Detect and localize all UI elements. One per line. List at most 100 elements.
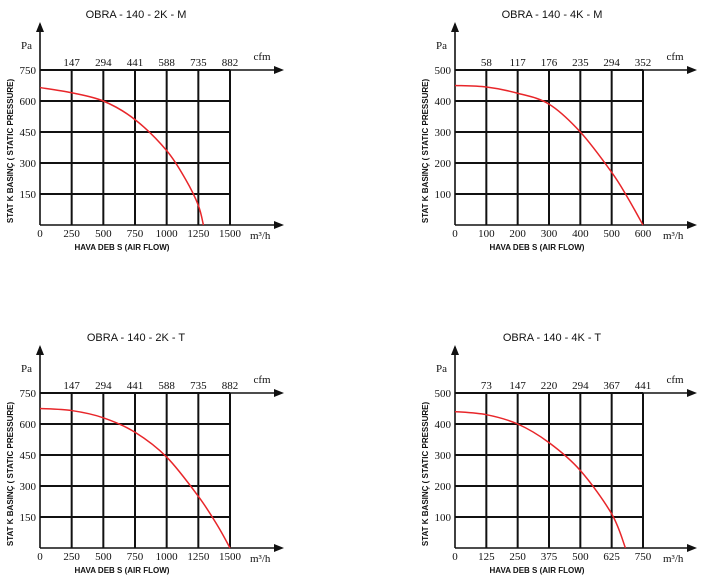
cfm-tick-label: 735 (190, 380, 207, 392)
y-unit-label: Pa (21, 40, 32, 52)
y-tick-label: 450 (20, 450, 37, 462)
cfm-tick-label: 735 (190, 57, 207, 69)
cfm-tick-label: 882 (222, 380, 239, 392)
y-axis-arrow-icon (36, 345, 44, 355)
x-tick-label: 600 (635, 228, 652, 240)
x-tick-label: 250 (509, 551, 526, 563)
x-axis-arrow-icon (274, 221, 284, 229)
y-axis-title: STAT K BASINÇ ( STATIC PRESSURE) (6, 402, 15, 547)
y-tick-label: 750 (20, 65, 37, 77)
x-axis-title: HAVA DEB S (AIR FLOW) (75, 566, 170, 575)
x-tick-label: 1000 (156, 551, 179, 563)
y-tick-label: 150 (20, 512, 37, 524)
x-axis-arrow-icon (687, 221, 697, 229)
cfm-tick-label: 294 (95, 57, 112, 69)
chart-panel-1: OBRA - 140 - 2K - M Pa 150 300 450 600 750 0 250… (6, 9, 284, 252)
y-unit-label: Pa (436, 40, 447, 52)
cfm-tick-label: 147 (63, 380, 80, 392)
x-tick-label: 750 (635, 551, 652, 563)
chart-title: OBRA - 140 - 2K - T (87, 332, 186, 344)
chart-title: OBRA - 140 - 4K - M (502, 9, 603, 21)
chart-title: OBRA - 140 - 2K - M (86, 9, 187, 21)
x-unit-label: m³/h (250, 230, 271, 242)
x-tick-label: 0 (37, 551, 43, 563)
x-tick-label: 250 (63, 551, 80, 563)
y-unit-label: Pa (436, 363, 447, 375)
x-tick-label: 100 (478, 228, 495, 240)
performance-curve-series-1 (454, 410, 627, 549)
cfm-tick-label: 73 (481, 380, 493, 392)
x-tick-label: 0 (37, 228, 43, 240)
y-tick-label: 200 (435, 481, 452, 493)
x-tick-label: 1500 (219, 228, 242, 240)
cfm-tick-label: 235 (572, 57, 589, 69)
performance-curve-series-1 (39, 407, 231, 549)
cfm-tick-label: 367 (603, 380, 620, 392)
cfm-tick-label: 882 (222, 57, 239, 69)
x-axis-title: HAVA DEB S (AIR FLOW) (490, 566, 585, 575)
y-axis-title: STAT K BASINÇ ( STATIC PRESSURE) (421, 79, 430, 224)
y-tick-label: 750 (20, 388, 37, 400)
chart-panel-3: OBRA - 140 - 2K - T Pa 150 300 450 600 750 0 250… (6, 332, 284, 575)
x-tick-label: 200 (509, 228, 526, 240)
cfm-tick-label: 294 (572, 380, 589, 392)
y-tick-label: 100 (435, 512, 452, 524)
y-tick-label: 450 (20, 127, 37, 139)
cfm-tick-label: 588 (158, 57, 175, 69)
y-tick-label: 300 (20, 158, 37, 170)
y-tick-label: 300 (435, 450, 452, 462)
x-axis-arrow-icon (687, 544, 697, 552)
chart-panel-2: OBRA - 140 - 4K - M Pa 100 200 300 400 500 0 100… (421, 9, 697, 252)
y-axis-arrow-icon (451, 345, 459, 355)
cfm-tick-label: 441 (127, 380, 144, 392)
y-tick-label: 150 (20, 189, 37, 201)
x-tick-label: 500 (95, 551, 112, 563)
y-tick-label: 300 (435, 127, 452, 139)
x-axis-title: HAVA DEB S (AIR FLOW) (75, 243, 170, 252)
cfm-tick-label: 58 (481, 57, 493, 69)
x-axis-title: HAVA DEB S (AIR FLOW) (490, 243, 585, 252)
x-tick-label: 1000 (156, 228, 179, 240)
y-tick-label: 600 (20, 419, 37, 431)
y-tick-label: 400 (435, 96, 452, 108)
cfm-tick-label: 352 (635, 57, 652, 69)
x-tick-label: 0 (452, 228, 458, 240)
x-tick-label: 125 (478, 551, 495, 563)
x-tick-label: 250 (63, 228, 80, 240)
cfm-axis-arrow-icon (687, 389, 697, 397)
x-axis-arrow-icon (274, 544, 284, 552)
y-tick-label: 300 (20, 481, 37, 493)
x-tick-label: 1500 (219, 551, 242, 563)
x-unit-label: m³/h (250, 553, 271, 565)
cfm-tick-label: 294 (95, 380, 112, 392)
cfm-tick-label: 441 (635, 380, 652, 392)
y-tick-label: 400 (435, 419, 452, 431)
cfm-tick-label: 220 (541, 380, 558, 392)
x-tick-label: 0 (452, 551, 458, 563)
y-axis-title: STAT K BASINÇ ( STATIC PRESSURE) (6, 79, 15, 224)
y-tick-label: 500 (435, 388, 452, 400)
cfm-tick-label: 147 (509, 380, 526, 392)
x-tick-label: 1250 (187, 228, 210, 240)
y-tick-label: 600 (20, 96, 37, 108)
x-tick-label: 500 (603, 228, 620, 240)
cfm-unit-label: cfm (253, 51, 271, 63)
cfm-axis-arrow-icon (274, 66, 284, 74)
cfm-axis-arrow-icon (274, 389, 284, 397)
x-tick-label: 750 (127, 228, 144, 240)
x-unit-label: m³/h (663, 230, 684, 242)
x-tick-label: 500 (95, 228, 112, 240)
y-axis-title: STAT K BASINÇ ( STATIC PRESSURE) (421, 402, 430, 547)
x-tick-label: 500 (572, 551, 589, 563)
chart-title: OBRA - 140 - 4K - T (503, 332, 602, 344)
cfm-unit-label: cfm (666, 374, 684, 386)
y-tick-label: 200 (435, 158, 452, 170)
y-tick-label: 500 (435, 65, 452, 77)
cfm-tick-label: 441 (127, 57, 144, 69)
cfm-axis-arrow-icon (687, 66, 697, 74)
performance-curve-series-1 (39, 86, 205, 226)
cfm-tick-label: 147 (63, 57, 80, 69)
y-axis-arrow-icon (451, 22, 459, 32)
x-tick-label: 375 (541, 551, 558, 563)
